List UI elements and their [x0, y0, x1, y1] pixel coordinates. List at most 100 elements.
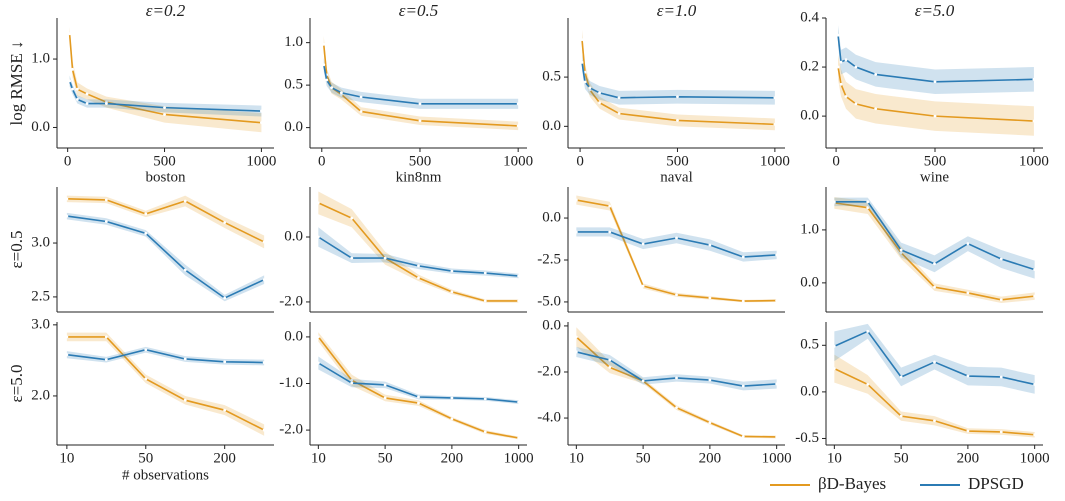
data-point [483, 271, 487, 275]
data-point [85, 92, 89, 96]
data-point [933, 360, 936, 364]
data-point [598, 91, 601, 95]
x-tick-label: 500 [666, 153, 689, 169]
data-point [966, 291, 970, 295]
uncertainty-band [834, 197, 1035, 279]
panel-title: kin8nm [396, 169, 442, 185]
data-point [933, 285, 936, 289]
data-point [741, 255, 745, 259]
uncertainty-band [318, 332, 519, 440]
data-point [144, 231, 148, 235]
data-point [866, 383, 870, 386]
data-point [839, 60, 843, 64]
data-point [588, 86, 592, 90]
x-tick-label: 200 [213, 450, 236, 466]
data-point [450, 269, 454, 273]
data-point [933, 262, 936, 266]
x-tick-label: 500 [409, 153, 432, 169]
y-tick-label: 0.0 [542, 118, 561, 134]
uncertainty-band [576, 227, 777, 262]
data-point [417, 395, 420, 399]
data-point [417, 401, 420, 405]
data-point [676, 119, 679, 122]
data-point [359, 95, 363, 99]
data-point [675, 236, 678, 240]
y-tick-label: -0.5 [795, 430, 819, 446]
data-point [617, 96, 621, 100]
panel-title: wine [920, 169, 950, 185]
panel-title: ε=0.2 [146, 1, 186, 20]
uncertainty-band [66, 212, 265, 302]
data-point [832, 344, 836, 348]
data-point [966, 242, 970, 246]
data-point [183, 398, 187, 402]
data-point [85, 102, 89, 105]
y-tick-label: 0.5 [542, 69, 561, 85]
data-point [675, 406, 678, 410]
data-point [71, 87, 74, 91]
panel-title: boston [145, 169, 186, 185]
data-point [183, 199, 187, 203]
data-point [262, 240, 266, 244]
panel: -0.5 0.0 0.5 10 50 200 1000 [795, 322, 1050, 466]
uncertainty-band [838, 54, 1034, 136]
panel-title: ε=1.0 [657, 1, 697, 20]
data-point [708, 421, 712, 425]
uncertainty-band [582, 29, 775, 131]
y-tick-label: 0.0 [800, 274, 819, 290]
x-tick-label: 10 [311, 450, 326, 466]
data-point [350, 381, 354, 385]
data-point [999, 298, 1003, 302]
data-point [675, 376, 678, 380]
data-point [999, 430, 1003, 434]
data-point [71, 67, 74, 71]
data-point [483, 430, 487, 434]
y-tick-label: 0.5 [800, 337, 819, 353]
panel: 0.0 0.2 0.4 0 500 1000 ε=5.0 [800, 1, 1049, 170]
data-point [262, 278, 266, 282]
data-point [322, 63, 326, 67]
data-point [65, 353, 69, 357]
data-point [223, 360, 227, 364]
legend-label: βD-Bayes [818, 474, 886, 493]
data-point [775, 435, 779, 439]
uncertainty-band [66, 332, 265, 436]
data-point [617, 112, 621, 115]
data-point [262, 428, 266, 432]
data-point [450, 417, 454, 421]
data-point [708, 378, 712, 382]
data-point [966, 429, 970, 433]
data-point [105, 102, 108, 105]
y-tick-label: -4.0 [537, 409, 561, 425]
data-point [588, 88, 592, 92]
data-point [450, 396, 454, 400]
data-point [418, 119, 422, 123]
x-tick-label: 50 [378, 450, 393, 466]
data-point [866, 329, 870, 333]
y-axis-label: log RMSE ↓ [7, 40, 26, 125]
data-point [183, 268, 187, 272]
data-point [899, 375, 903, 379]
uncertainty-band [582, 54, 775, 105]
y-axis-label: ε=0.5 [7, 231, 26, 269]
x-tick-label: 200 [699, 450, 722, 466]
x-tick-label: 1000 [1020, 450, 1050, 466]
panel: 0.0 1.0 wine [800, 169, 1043, 313]
x-tick-label: 0 [64, 153, 72, 169]
x-tick-label: 10 [569, 450, 584, 466]
data-point [223, 296, 227, 300]
uncertainty-band [69, 75, 262, 117]
data-point [775, 382, 779, 386]
data-point [580, 60, 584, 64]
data-point [836, 33, 840, 37]
data-point [966, 374, 970, 378]
data-point [75, 87, 79, 91]
data-point [104, 335, 108, 339]
y-tick-label: -2.0 [537, 363, 561, 379]
y-tick-label: 2.5 [31, 288, 50, 304]
y-tick-label: 1.0 [800, 221, 819, 237]
x-tick-label: 10 [59, 450, 74, 466]
y-tick-label: 0.0 [800, 383, 819, 399]
uncertainty-band [69, 26, 262, 133]
